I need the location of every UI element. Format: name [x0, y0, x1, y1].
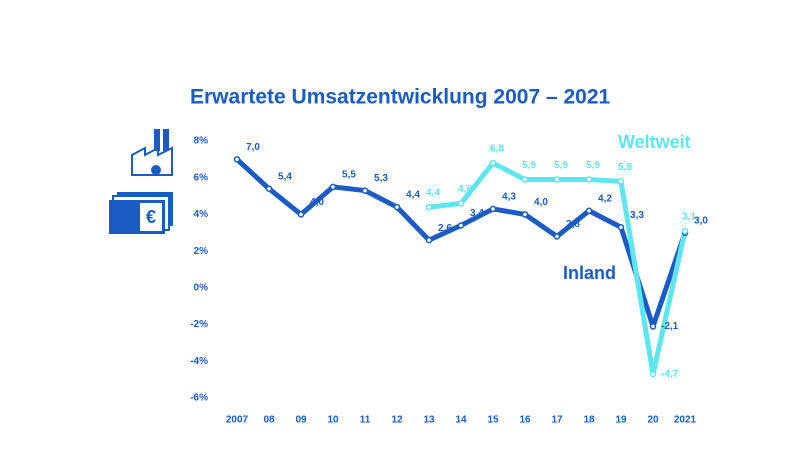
- x-tick-label: 17: [551, 415, 563, 426]
- value-label: 4,0: [534, 197, 548, 208]
- x-tick-label: 12: [391, 415, 403, 426]
- value-label: -2,1: [661, 321, 679, 332]
- legend-label: Weltweit: [618, 132, 691, 152]
- y-tick-label: 0%: [194, 282, 209, 293]
- data-point: [585, 207, 593, 215]
- x-tick-label: 20: [647, 415, 659, 426]
- x-tick-label: 09: [295, 415, 307, 426]
- svg-text:€: €: [146, 207, 156, 227]
- x-tick-label: 10: [327, 415, 339, 426]
- money-icon: €: [109, 192, 173, 234]
- data-point: [649, 370, 657, 378]
- value-label: 4,6: [458, 184, 472, 195]
- value-label: 5,9: [554, 160, 568, 171]
- value-label: 5,8: [618, 162, 632, 173]
- data-point: [553, 176, 561, 183]
- factory-icon: [131, 129, 173, 176]
- data-point: [329, 183, 337, 191]
- data-point: [233, 156, 241, 163]
- value-label: 4,2: [598, 193, 612, 204]
- value-label: 5,9: [586, 160, 600, 171]
- x-tick-label: 11: [360, 415, 371, 426]
- y-tick-label: -6%: [190, 393, 208, 404]
- data-point: [457, 200, 465, 207]
- data-point: [617, 178, 625, 185]
- data-point: [649, 323, 657, 330]
- value-label: 3,1: [682, 212, 696, 223]
- data-point: [521, 176, 529, 183]
- data-point: [297, 211, 305, 218]
- value-label: 5,3: [374, 173, 388, 184]
- data-point: [457, 222, 465, 229]
- data-point: [425, 236, 433, 244]
- x-tick-label: 18: [583, 415, 595, 426]
- y-tick-label: 8%: [194, 136, 209, 147]
- chart-title: Erwartete Umsatzentwicklung 2007 – 2021: [190, 86, 611, 109]
- value-label: 2,8: [566, 219, 580, 230]
- value-label: 3,4: [470, 208, 484, 219]
- value-label: 5,4: [278, 171, 292, 182]
- y-tick-label: -2%: [190, 319, 208, 330]
- value-label: 4,3: [502, 192, 516, 203]
- y-tick-label: 6%: [194, 172, 209, 183]
- y-tick-label: 4%: [194, 209, 209, 220]
- data-point: [265, 185, 273, 192]
- data-point: [393, 203, 401, 211]
- value-label: 2,6: [438, 223, 452, 234]
- data-point: [425, 203, 433, 211]
- value-label: 5,5: [342, 170, 356, 181]
- y-tick-label: 2%: [194, 246, 209, 257]
- data-point: [617, 224, 625, 231]
- value-label: 7,0: [246, 142, 260, 153]
- value-label: 4,4: [406, 190, 420, 201]
- x-tick-label: 2007: [226, 415, 249, 426]
- value-label: -4,7: [661, 369, 679, 380]
- value-label: 3,0: [694, 215, 708, 226]
- data-point: [521, 211, 529, 218]
- x-tick-label: 15: [487, 415, 499, 426]
- data-point: [553, 233, 561, 240]
- value-label: 6,8: [490, 144, 504, 155]
- x-tick-label: 19: [615, 415, 627, 426]
- data-point: [489, 205, 497, 213]
- x-tick-label: 08: [263, 415, 275, 426]
- y-tick-label: -4%: [190, 356, 208, 367]
- x-tick-label: 14: [455, 415, 467, 426]
- x-tick-label: 2021: [674, 415, 697, 426]
- value-label: 4,4: [426, 188, 440, 199]
- data-point: [489, 159, 497, 167]
- x-tick-label: 16: [519, 415, 531, 426]
- data-point: [585, 176, 593, 183]
- value-label: 3,3: [630, 210, 644, 221]
- data-point: [681, 227, 689, 235]
- legend-label: Inland: [563, 263, 616, 283]
- value-label: 4,0: [310, 197, 324, 208]
- value-label: 5,9: [522, 160, 536, 171]
- data-point: [361, 187, 369, 194]
- x-tick-label: 13: [423, 415, 435, 426]
